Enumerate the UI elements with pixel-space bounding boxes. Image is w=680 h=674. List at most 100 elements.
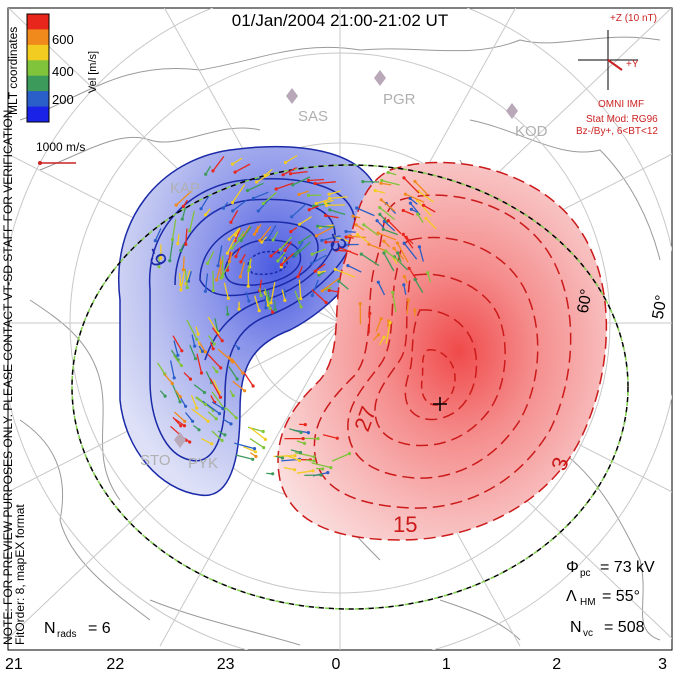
velocity-vector-origin: [211, 289, 215, 293]
velocity-vector-origin: [247, 268, 251, 273]
velocity-vector: [406, 299, 410, 315]
velocity-vector-origin: [199, 207, 203, 211]
velocity-vector-origin: [178, 395, 182, 399]
velocity-vector-origin: [238, 275, 242, 279]
velocity-vector-origin: [359, 252, 363, 256]
mlt-tick-label: 22: [106, 656, 124, 673]
velocity-vector: [331, 453, 350, 462]
velocity-vector-origin: [170, 381, 174, 386]
velocity-vector: [363, 224, 379, 237]
velocity-vector: [231, 184, 246, 203]
contour-label-15: 15: [393, 512, 417, 537]
velocity-vector-origin: [269, 254, 273, 258]
velocity-vector: [186, 319, 198, 340]
velocity-vector-origin: [320, 238, 324, 243]
velocity-vector: [311, 279, 319, 296]
stat-nvc: N vc = 508: [570, 619, 645, 639]
velocity-vector-origin: [186, 279, 191, 283]
velocity-vector-origin: [233, 170, 237, 174]
velocity-vector-origin: [279, 263, 284, 267]
velocity-vector: [329, 289, 340, 293]
velocity-vector: [311, 248, 327, 255]
velocity-vector: [226, 238, 236, 254]
velocity-vector: [256, 173, 271, 183]
velocity-vector-origin: [274, 187, 278, 191]
velocity-vector: [290, 449, 301, 454]
velocity-vector: [204, 273, 209, 292]
velocity-vector: [316, 226, 334, 237]
velocity-vector: [207, 354, 222, 369]
velocity-vector-origin: [298, 450, 303, 455]
velocity-vector-origin: [179, 424, 183, 428]
velocity-vector-origin: [199, 371, 204, 375]
velocity-vector-origin: [327, 192, 331, 196]
velocity-vector-origin: [219, 366, 223, 370]
velocity-vector-origin: [243, 389, 247, 393]
velocity-vector-origin: [262, 446, 266, 450]
velocity-vector: [242, 371, 254, 387]
velocity-vector-origin: [197, 428, 201, 432]
velocity-vector-origin: [220, 438, 224, 443]
velocity-vector: [380, 182, 392, 186]
velocity-vector-origin: [237, 307, 241, 311]
velocity-vector: [315, 181, 336, 185]
velocity-vector-origin: [269, 301, 273, 305]
velocity-vector: [234, 442, 255, 450]
velocity-vector-origin: [310, 261, 314, 265]
colorbar-segment: [27, 14, 49, 30]
velocity-vector-origin: [299, 305, 303, 309]
velocity-vector-origin: [221, 206, 226, 210]
svg-text:= 508: = 508: [604, 619, 645, 636]
velocity-colorbar: [26, 13, 50, 123]
velocity-vector-origin: [179, 288, 183, 292]
velocity-vector-origin: [193, 344, 197, 348]
stat-nrads: N rads = 6: [44, 620, 111, 640]
latitude-label-60: 60°: [575, 288, 596, 315]
map-title: 01/Jan/2004 21:00-21:02 UT: [232, 11, 448, 30]
station-label-kap: KAP: [170, 180, 200, 197]
velocity-vector: [174, 411, 186, 422]
mlt-tick-label: 0: [332, 656, 341, 673]
velocity-vector: [379, 207, 396, 221]
velocity-vector: [403, 284, 407, 295]
colorbar-segment: [27, 60, 49, 77]
velocity-vector-origin: [273, 308, 277, 312]
velocity-vector-origin: [378, 206, 382, 210]
velocity-vector: [418, 246, 425, 262]
velocity-vector-origin: [191, 419, 195, 423]
velocity-vector: [385, 322, 391, 345]
colorbar-tick-200: 200: [52, 92, 74, 107]
station-markers: [174, 70, 518, 448]
velocity-vector-origin: [297, 192, 301, 196]
velocity-vector: [201, 438, 212, 445]
velocity-vector-origin: [217, 412, 222, 416]
velocity-vector: [184, 412, 194, 422]
velocity-vector: [228, 227, 241, 240]
velocity-vector-origin: [237, 346, 241, 350]
velocity-vector-origin: [358, 302, 362, 306]
velocity-vector-origin: [215, 370, 219, 374]
velocity-vector-origin: [301, 437, 305, 441]
velocity-vector-origin: [188, 377, 193, 381]
velocity-vector-origin: [402, 283, 406, 287]
svg-text:= 6: = 6: [88, 620, 111, 637]
velocity-vector-origin: [252, 232, 257, 236]
velocity-vector-origin: [259, 294, 263, 298]
velocity-vector-origin: [409, 207, 413, 211]
velocity-vector-origin: [220, 339, 224, 343]
velocity-vector: [207, 251, 215, 264]
velocity-vector: [403, 177, 420, 194]
velocity-vector-origin: [386, 219, 390, 223]
velocity-vector: [298, 190, 309, 196]
velocity-vector-origin: [293, 454, 297, 458]
velocity-vector-origin: [338, 246, 342, 250]
velocity-vector-origin: [182, 424, 187, 428]
velocity-vector: [223, 282, 229, 299]
velocity-vector-origin: [302, 441, 307, 445]
velocity-vector: [172, 416, 182, 427]
velocity-vector: [289, 428, 302, 434]
velocity-vector-origin: [185, 286, 189, 290]
velocity-vector: [380, 199, 396, 212]
velocity-vector: [347, 265, 362, 273]
